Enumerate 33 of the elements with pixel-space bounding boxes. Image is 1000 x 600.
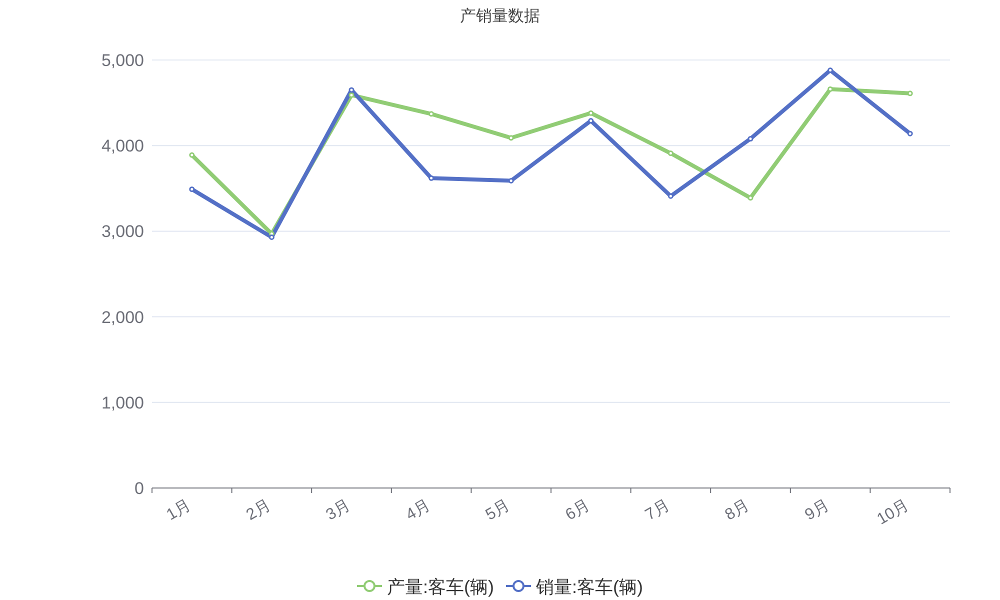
x-tick-label: 7月 [642, 496, 673, 524]
point [348, 92, 354, 98]
x-tick-label: 8月 [722, 496, 752, 524]
x-tick-label: 10月 [874, 496, 912, 528]
y-tick-label: 2,000 [101, 308, 144, 327]
x-tick-label: 3月 [323, 496, 354, 524]
point [189, 152, 195, 158]
x-tick-label: 9月 [802, 496, 832, 524]
point [668, 150, 674, 156]
y-tick-label: 0 [134, 479, 144, 498]
x-tick-label: 4月 [403, 496, 434, 524]
y-tick-label: 5,000 [101, 51, 144, 70]
point [588, 110, 594, 116]
x-tick-label: 2月 [244, 496, 274, 524]
y-tick-label: 3,000 [101, 222, 144, 242]
point [508, 135, 514, 141]
point [748, 195, 754, 201]
x-tick-label: 6月 [562, 496, 593, 524]
point [748, 136, 754, 142]
point [828, 68, 834, 74]
chart-title: 产销量数据 [460, 7, 540, 25]
y-tick-label: 1,000 [101, 393, 144, 412]
point [428, 111, 434, 117]
legend-label: 产量:客车(辆) [387, 577, 494, 597]
x-tick-label: 5月 [483, 496, 514, 524]
y-tick-label: 4,000 [101, 136, 144, 156]
point [189, 186, 195, 192]
point [668, 193, 674, 199]
x-tick-label: 1月 [164, 496, 194, 524]
point [907, 130, 913, 136]
legend-label: 销量:客车(辆) [535, 577, 643, 597]
point [348, 87, 354, 93]
point [268, 234, 274, 240]
